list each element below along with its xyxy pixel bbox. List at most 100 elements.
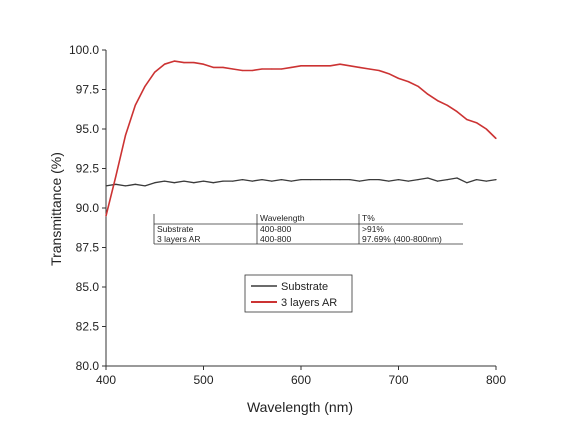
table-cell: 400-800 (260, 224, 291, 234)
data-point (193, 62, 195, 64)
data-point (232, 68, 234, 70)
y-tick-label: 82.5 (76, 320, 100, 334)
data-point (290, 66, 292, 68)
data-point (349, 179, 351, 181)
table-cell: >91% (362, 224, 384, 234)
data-point (183, 180, 185, 182)
data-point (251, 180, 253, 182)
data-point (271, 68, 273, 70)
data-point (456, 111, 458, 113)
data-point (134, 183, 136, 185)
data-point (310, 65, 312, 67)
data-point (202, 63, 205, 65)
table-cell: 400-800 (260, 234, 291, 244)
data-point (300, 179, 302, 181)
data-point (466, 182, 468, 184)
data-point (368, 179, 370, 181)
series-lines (105, 60, 497, 217)
data-point (319, 179, 322, 181)
x-tick-label: 800 (486, 373, 506, 387)
plot-area (105, 50, 496, 367)
data-point (339, 179, 341, 181)
table-cell: Substrate (157, 224, 194, 234)
data-point (495, 137, 497, 140)
data-point (417, 179, 419, 181)
data-point (115, 175, 117, 177)
data-point (212, 182, 214, 184)
data-point (446, 104, 448, 106)
data-point (261, 68, 263, 70)
y-tick-label: 90.0 (76, 201, 100, 215)
data-point (134, 104, 136, 106)
legend: Substrate 3 layers AR (244, 274, 353, 313)
data-point (427, 177, 429, 179)
legend-box (244, 274, 353, 313)
data-point (310, 179, 312, 181)
data-point (368, 68, 370, 70)
table-cell: 97.69% (400-800nm) (362, 234, 442, 244)
data-point (163, 180, 166, 182)
data-point (290, 180, 292, 182)
y-tick-label: 80.0 (76, 359, 100, 373)
data-point (222, 66, 224, 68)
data-point (261, 179, 263, 181)
y-axis-title: Transmittance (%) (48, 152, 64, 266)
data-point (183, 62, 185, 64)
data-point (193, 182, 195, 184)
data-point (251, 69, 253, 72)
data-point (163, 63, 166, 65)
table-header-t: T% (362, 213, 375, 223)
legend-label-substrate: Substrate (281, 281, 328, 293)
data-point (417, 85, 419, 87)
x-tick-label: 500 (193, 373, 213, 387)
data-point (495, 179, 497, 181)
data-point (300, 65, 302, 67)
y-tick-label: 87.5 (76, 241, 100, 255)
data-point (427, 93, 429, 95)
data-point (154, 182, 156, 184)
x-tick-label: 600 (291, 373, 311, 387)
data-point (397, 77, 400, 79)
data-point (397, 179, 400, 181)
y-axis-ticks: 80.0 82.5 85.0 87.5 90.0 92.5 95.0 97.5 100.0 (69, 43, 106, 373)
data-point (358, 180, 361, 182)
data-point (378, 179, 380, 181)
data-point (173, 182, 175, 184)
x-tick-label: 400 (96, 373, 116, 387)
y-tick-label: 92.5 (76, 162, 100, 176)
annotation-table: Wavelength T% Substrate 400-800 >91% 3 l… (153, 213, 463, 245)
data-point (466, 118, 468, 121)
data-point (105, 185, 107, 187)
series-line-3-layers-ar (105, 60, 497, 217)
y-tick-label: 95.0 (76, 122, 100, 136)
data-point (475, 122, 478, 124)
y-tick-label: 100.0 (69, 43, 99, 57)
data-point (173, 60, 175, 62)
data-point (241, 179, 244, 181)
data-point (124, 134, 127, 136)
data-point (349, 65, 351, 67)
y-tick-label: 85.0 (76, 280, 100, 294)
data-point (456, 177, 458, 179)
data-point (329, 179, 331, 181)
data-point (475, 179, 478, 181)
y-tick-label: 97.5 (76, 83, 100, 97)
x-axis-ticks: 400 500 600 700 800 (96, 366, 506, 387)
data-point (446, 179, 448, 181)
data-point (485, 128, 487, 130)
data-point (436, 180, 439, 182)
data-point (115, 183, 117, 185)
data-point (319, 65, 322, 67)
data-point (105, 215, 107, 217)
x-tick-label: 700 (388, 373, 408, 387)
data-point (222, 180, 224, 182)
data-point (241, 69, 244, 72)
data-point (144, 85, 146, 87)
data-point (358, 66, 361, 68)
data-point (378, 69, 380, 72)
legend-label-ar: 3 layers AR (281, 297, 337, 309)
data-point (202, 180, 205, 182)
data-point (388, 180, 390, 182)
data-point (485, 180, 487, 182)
